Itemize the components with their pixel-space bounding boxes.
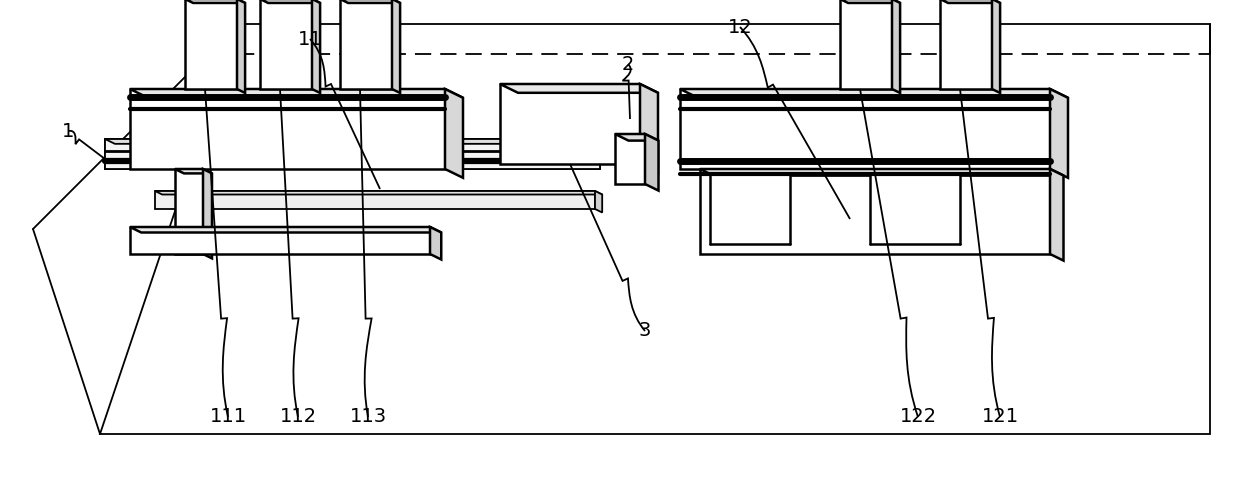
Polygon shape bbox=[237, 0, 246, 93]
Polygon shape bbox=[701, 169, 1050, 254]
Polygon shape bbox=[892, 0, 900, 93]
Polygon shape bbox=[105, 139, 610, 144]
Polygon shape bbox=[992, 0, 1001, 93]
Polygon shape bbox=[870, 174, 960, 244]
Polygon shape bbox=[185, 0, 237, 89]
Polygon shape bbox=[312, 0, 320, 93]
Text: 121: 121 bbox=[981, 408, 1018, 426]
Polygon shape bbox=[445, 89, 463, 178]
Polygon shape bbox=[1050, 169, 1064, 261]
Polygon shape bbox=[260, 0, 312, 89]
Polygon shape bbox=[392, 0, 401, 93]
Polygon shape bbox=[155, 191, 603, 194]
Polygon shape bbox=[155, 191, 595, 209]
Text: 1: 1 bbox=[62, 122, 74, 140]
Polygon shape bbox=[1050, 89, 1068, 178]
Polygon shape bbox=[185, 0, 246, 3]
Polygon shape bbox=[701, 169, 1064, 176]
Text: 112: 112 bbox=[279, 408, 316, 426]
Polygon shape bbox=[645, 134, 658, 191]
Polygon shape bbox=[615, 134, 658, 141]
Text: 12: 12 bbox=[728, 18, 753, 36]
Text: 111: 111 bbox=[210, 408, 247, 426]
Polygon shape bbox=[640, 84, 658, 173]
Text: 122: 122 bbox=[899, 408, 936, 426]
Polygon shape bbox=[839, 0, 892, 89]
Polygon shape bbox=[680, 89, 1068, 98]
Polygon shape bbox=[940, 0, 1001, 3]
Polygon shape bbox=[595, 191, 603, 213]
Polygon shape bbox=[130, 89, 463, 98]
Polygon shape bbox=[130, 227, 441, 232]
Polygon shape bbox=[615, 134, 645, 184]
Polygon shape bbox=[260, 0, 320, 3]
Polygon shape bbox=[340, 0, 392, 89]
Polygon shape bbox=[105, 139, 600, 169]
Polygon shape bbox=[680, 89, 1050, 169]
Polygon shape bbox=[175, 169, 212, 173]
Polygon shape bbox=[500, 84, 658, 93]
Polygon shape bbox=[340, 0, 401, 3]
Polygon shape bbox=[100, 24, 1210, 434]
Polygon shape bbox=[430, 227, 441, 260]
Polygon shape bbox=[105, 139, 600, 169]
Polygon shape bbox=[500, 84, 640, 164]
Polygon shape bbox=[711, 174, 790, 244]
Text: 3: 3 bbox=[639, 321, 651, 341]
Text: 11: 11 bbox=[298, 30, 322, 48]
Text: 2: 2 bbox=[621, 55, 634, 73]
Text: 113: 113 bbox=[350, 408, 387, 426]
Polygon shape bbox=[175, 169, 203, 254]
Polygon shape bbox=[130, 227, 430, 254]
Polygon shape bbox=[203, 169, 212, 258]
Polygon shape bbox=[839, 0, 900, 3]
Polygon shape bbox=[940, 0, 992, 89]
Polygon shape bbox=[130, 89, 445, 169]
